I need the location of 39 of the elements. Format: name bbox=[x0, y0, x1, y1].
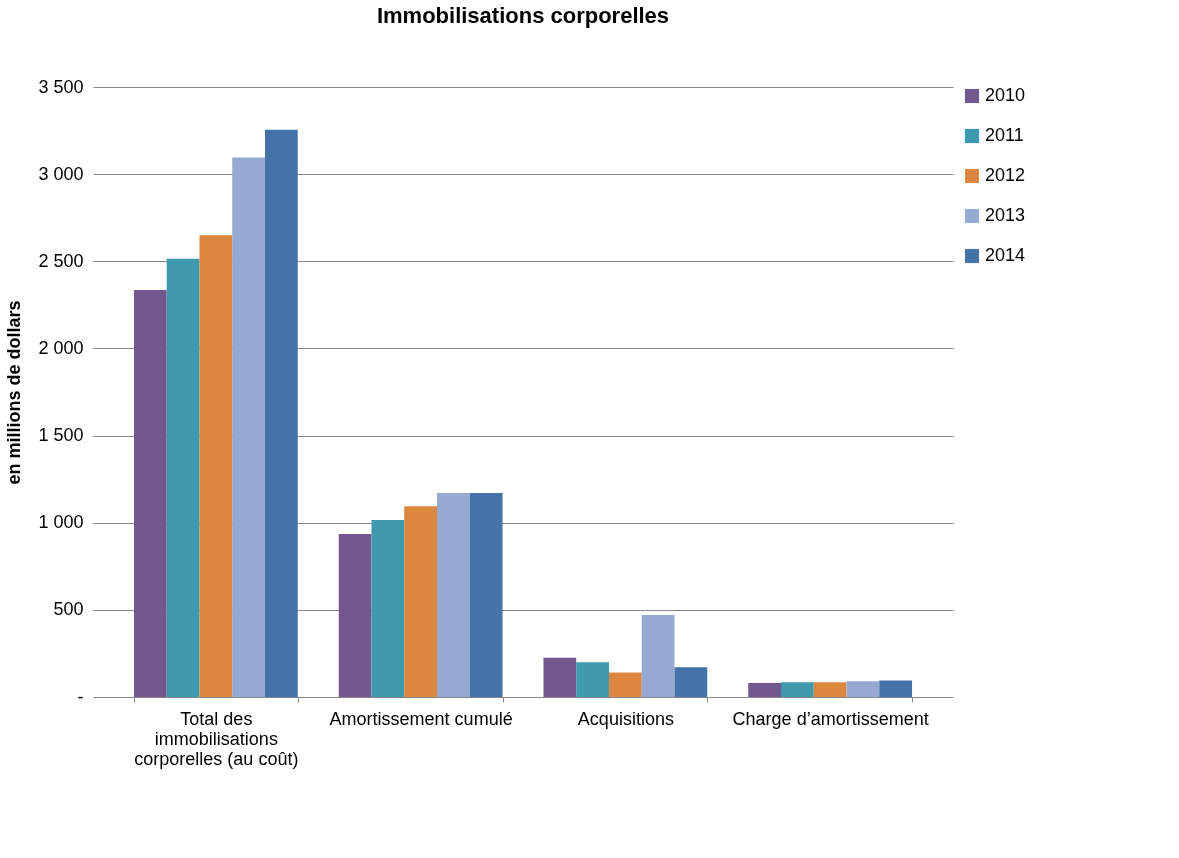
bar bbox=[371, 520, 405, 697]
bar bbox=[338, 534, 372, 697]
bar bbox=[781, 682, 814, 697]
y-tick-label: 2 000 bbox=[38, 337, 84, 358]
y-tick-label: 3 000 bbox=[38, 163, 84, 184]
y-tick-label: 3 500 bbox=[38, 76, 84, 97]
y-tick-label: 1 500 bbox=[38, 425, 84, 446]
bar bbox=[748, 683, 781, 697]
x-tick-label: Charge d’amortissement bbox=[732, 708, 929, 729]
y-tick-label: 2 500 bbox=[38, 250, 84, 271]
bar bbox=[674, 667, 708, 697]
bar bbox=[846, 681, 880, 697]
legend-label: 2011 bbox=[985, 125, 1024, 145]
chart-title: Immobilisations corporelles bbox=[376, 3, 670, 28]
bar bbox=[879, 680, 913, 697]
y-axis-title: en millions de dollars bbox=[4, 300, 25, 485]
bar bbox=[265, 129, 298, 697]
legend-label: 2010 bbox=[985, 85, 1026, 105]
legend-label: 2012 bbox=[985, 165, 1026, 185]
bar bbox=[813, 682, 847, 697]
bar bbox=[609, 672, 642, 697]
bar bbox=[232, 157, 265, 697]
bar bbox=[166, 258, 200, 697]
bar bbox=[437, 493, 470, 697]
bar bbox=[133, 290, 167, 697]
bar bbox=[199, 235, 233, 697]
bar bbox=[404, 506, 437, 697]
bar bbox=[543, 657, 577, 697]
y-tick-label: 500 bbox=[53, 599, 84, 620]
bar bbox=[469, 493, 503, 697]
bar bbox=[576, 662, 609, 697]
bar bbox=[641, 615, 675, 697]
x-tick-label: Total des immobilisations corporelles (au coût) bbox=[134, 708, 299, 769]
legend-label: 2014 bbox=[985, 245, 1026, 265]
legend-label: 2013 bbox=[985, 205, 1026, 225]
y-tick-label: - bbox=[77, 686, 84, 707]
x-tick-label: Amortissement cumulé bbox=[329, 708, 513, 729]
y-tick-label: 1 000 bbox=[38, 512, 84, 533]
x-tick-label: Acquisitions bbox=[577, 708, 674, 729]
